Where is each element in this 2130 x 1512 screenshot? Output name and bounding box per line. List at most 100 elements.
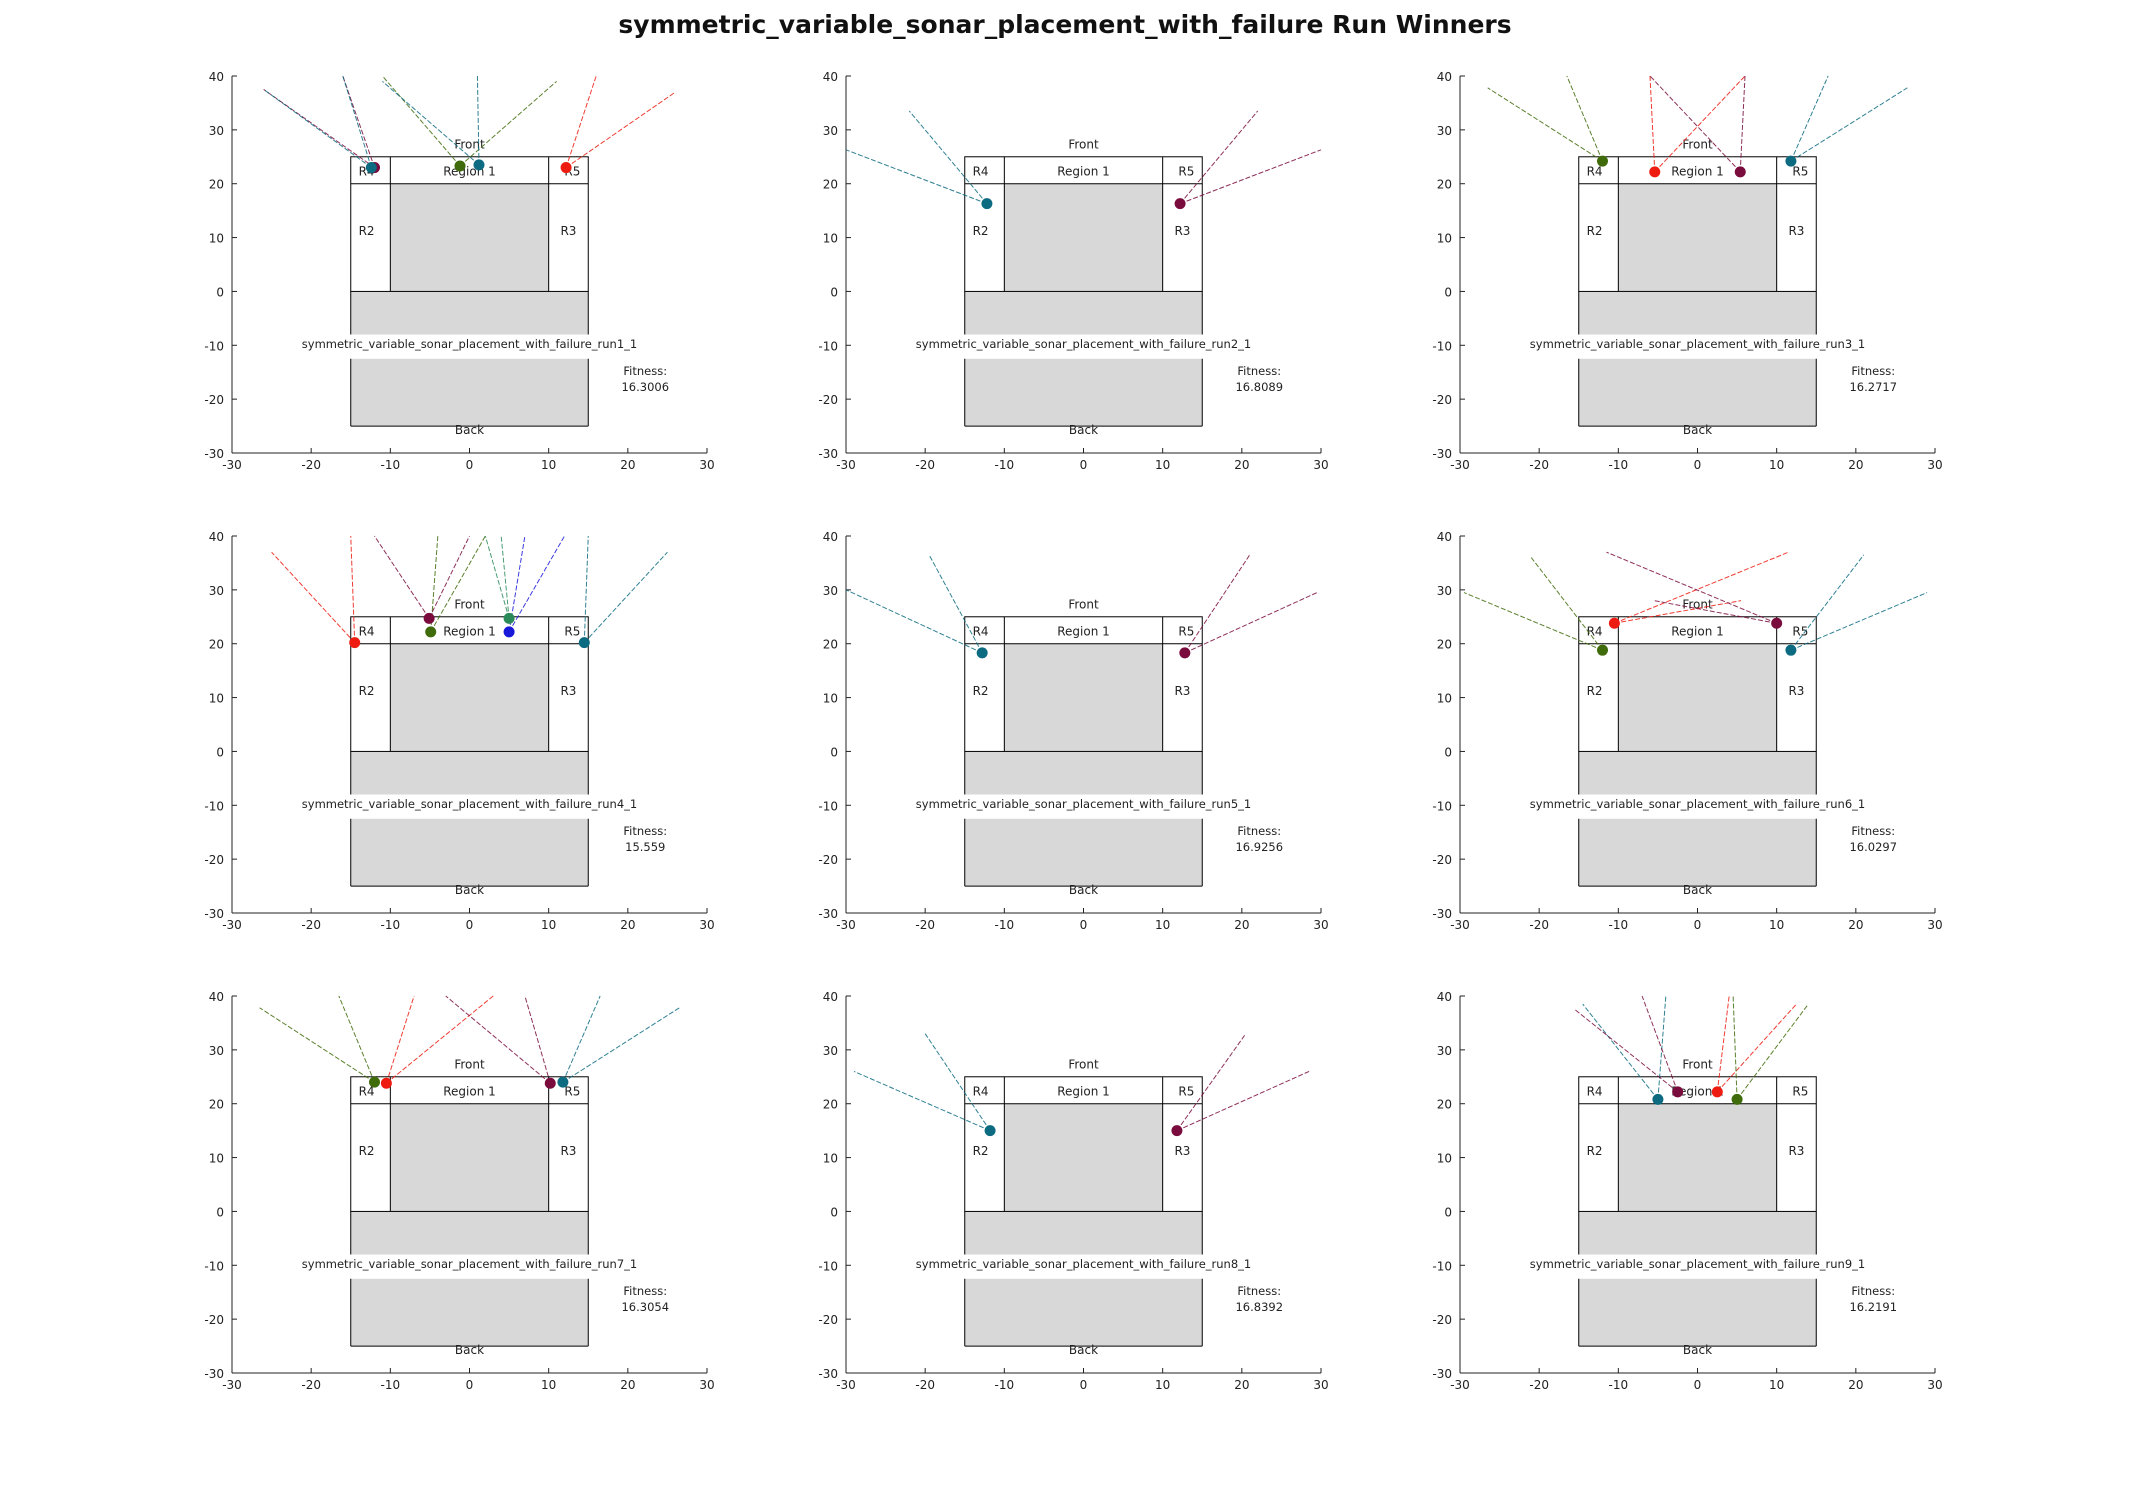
y-tick-label: 30 [209, 584, 224, 598]
sensor-marker-olive [454, 160, 466, 172]
r2-label: R2 [1587, 684, 1603, 698]
y-tick-label: -30 [1432, 447, 1452, 461]
vehicle-outline [350, 1076, 589, 1212]
sonar-beam-maroon [1179, 110, 1259, 204]
label-gap [1577, 334, 1818, 359]
fitness-label: Fitness: [1851, 824, 1895, 838]
x-tick-label: 0 [466, 918, 474, 932]
x-tick-label: 10 [1769, 1378, 1784, 1392]
fitness-value: 16.3054 [621, 1300, 669, 1314]
y-tick-label: 10 [1437, 692, 1452, 706]
y-tick-label: 10 [209, 232, 224, 246]
sonar-beam-maroon [1184, 554, 1251, 654]
front-label: Front [1682, 598, 1713, 612]
sensor-marker-olive [1731, 1093, 1743, 1105]
label-gap [963, 334, 1204, 359]
front-label: Front [1682, 1058, 1713, 1072]
sonar-beam-olive [338, 995, 375, 1083]
y-tick-label: -30 [818, 1367, 838, 1381]
sensor-marker-maroon [1672, 1086, 1684, 1098]
region-1-label: Region 1 [1671, 165, 1724, 179]
region-1-label: Region 1 [443, 165, 496, 179]
sensor-marker-maroon [1174, 198, 1186, 210]
x-tick-label: 20 [1234, 458, 1249, 472]
x-tick-label: -20 [1529, 458, 1549, 472]
x-tick-label: 0 [1694, 1378, 1702, 1392]
y-tick-label: 30 [1437, 124, 1452, 138]
y-tick-label: -20 [1432, 393, 1452, 407]
label-gap [349, 794, 590, 819]
sonar-beam-maroon [1649, 75, 1741, 173]
x-tick-label: -30 [222, 1378, 242, 1392]
sonar-beam-red [1716, 995, 1730, 1092]
y-tick-label: -10 [818, 799, 838, 813]
y-tick-label: 30 [823, 1044, 838, 1058]
y-tick-label: -20 [1432, 1313, 1452, 1327]
y-tick-label: 0 [830, 745, 838, 759]
x-tick-label: 10 [541, 458, 556, 472]
sensor-marker-teal [1785, 155, 1797, 167]
sensor-marker-red [560, 162, 572, 174]
back-label: Back [1683, 423, 1712, 437]
back-label: Back [1069, 423, 1098, 437]
sonar-beam-teal [263, 89, 372, 168]
sonar-beam-teal [476, 75, 480, 165]
fitness-label: Fitness: [1237, 824, 1281, 838]
sonar-beam-maroon [1606, 551, 1777, 624]
y-tick-label: -20 [204, 393, 224, 407]
y-tick-label: 0 [216, 745, 224, 759]
sonar-beam-green [484, 535, 510, 619]
y-tick-label: 40 [209, 990, 224, 1004]
x-tick-label: 20 [1234, 1378, 1249, 1392]
front-label: Front [1682, 138, 1713, 152]
x-tick-label: -10 [381, 918, 401, 932]
subplot-run7: -30 -20 -10 0 10 20 30 40 -30 -20 -10 0 10 20 30 Front R… [204, 990, 714, 1392]
region-1-label: Region 1 [1671, 625, 1724, 639]
sonar-beam-green [500, 535, 510, 619]
x-tick-label: -30 [1450, 458, 1470, 472]
sonar-beam-teal [1582, 1003, 1659, 1100]
r4-label: R4 [359, 625, 375, 639]
y-tick-label: 30 [209, 124, 224, 138]
y-tick-label: 20 [823, 638, 838, 652]
sensor-marker-teal [365, 162, 377, 174]
sonar-beam-olive [1732, 995, 1738, 1100]
x-tick-label: -30 [222, 918, 242, 932]
sensor-marker-olive [369, 1076, 380, 1088]
y-tick-label: 40 [1437, 990, 1452, 1004]
front-label: Front [454, 598, 485, 612]
x-tick-label: -30 [836, 918, 856, 932]
y-tick-label: 30 [1437, 1044, 1452, 1058]
back-label: Back [1683, 1343, 1712, 1357]
sensor-marker-red [380, 1077, 392, 1089]
sensor-marker-maroon [1771, 617, 1783, 629]
y-tick-label: -10 [204, 339, 224, 353]
sensor-marker-maroon [544, 1077, 556, 1089]
r2-label: R2 [359, 684, 375, 698]
x-tick-label: -30 [836, 1378, 856, 1392]
sonar-beam-olive [1566, 75, 1603, 162]
r3-label: R3 [1174, 1144, 1190, 1158]
x-tick-label: 30 [699, 458, 714, 472]
sonar-beam-olive [1487, 87, 1603, 162]
sonar-beam-red [565, 75, 597, 168]
sensor-marker-blue [503, 626, 515, 638]
x-tick-label: 0 [1080, 1378, 1088, 1392]
y-tick-label: 10 [1437, 232, 1452, 246]
x-tick-label: -10 [1609, 918, 1629, 932]
y-tick-label: -30 [204, 447, 224, 461]
x-tick-label: -20 [915, 458, 935, 472]
r5-label: R5 [1792, 165, 1808, 179]
sonar-beam-maroon [1176, 1033, 1247, 1131]
sonar-beam-teal [845, 149, 988, 205]
y-tick-label: -20 [204, 853, 224, 867]
sonar-beam-red [271, 551, 356, 643]
region-1-grey [390, 1103, 549, 1212]
y-tick-label: -30 [1432, 907, 1452, 921]
y-tick-label: -20 [818, 853, 838, 867]
y-tick-label: 20 [209, 638, 224, 652]
run-name-label: symmetric_variable_sonar_placement_with_… [1530, 337, 1865, 351]
back-label: Back [455, 1343, 484, 1357]
fitness-label: Fitness: [1237, 1284, 1281, 1298]
fitness-label: Fitness: [1237, 364, 1281, 378]
